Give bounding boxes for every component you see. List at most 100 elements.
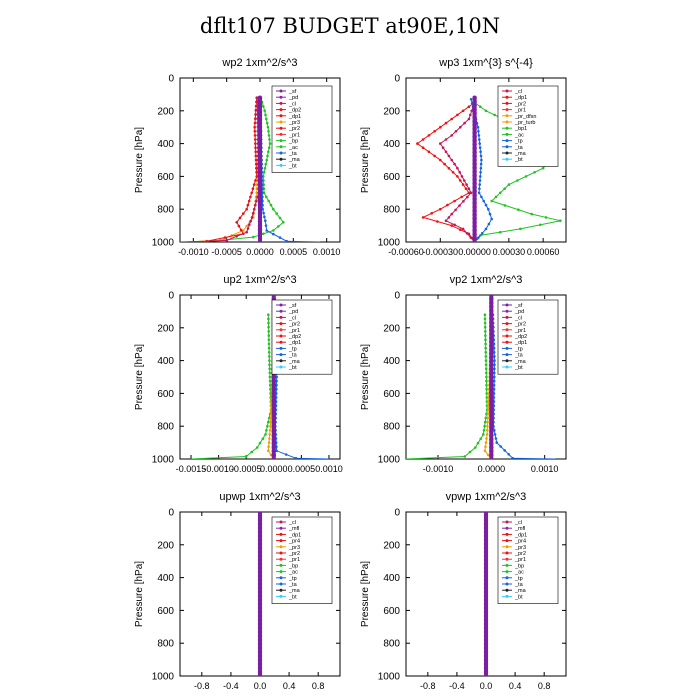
legend-entry: _cl xyxy=(288,101,296,107)
series-marker-ac xyxy=(484,227,488,231)
series-marker-pr1 xyxy=(463,455,467,458)
series-marker-pr1 xyxy=(268,367,272,371)
panel-title: vp2 1xm^2/s^3 xyxy=(450,274,523,286)
legend-entry: _pr1 xyxy=(514,328,526,334)
legend-entry: _mfl xyxy=(514,526,525,532)
x-tick-label: 0.0005 xyxy=(288,464,316,474)
series-line-cl xyxy=(193,97,260,242)
series-marker-bt xyxy=(472,134,477,139)
series-marker-bt xyxy=(483,577,489,583)
page-title: dflt107 BUDGET at90E,10N xyxy=(199,14,501,38)
series-marker-bt xyxy=(472,181,477,186)
series-marker-pr2 xyxy=(267,445,270,449)
legend-entry: _pr_turb xyxy=(514,120,536,126)
legend-swatch-marker xyxy=(505,346,509,350)
series-marker-pr3 xyxy=(245,224,248,228)
legend-entry: _bt xyxy=(514,157,523,163)
x-tick-label: 0.0010 xyxy=(313,247,341,257)
series-marker-pr2 xyxy=(484,445,487,449)
series-marker-bt xyxy=(257,116,263,122)
legend-entry: _dp2 xyxy=(288,334,301,340)
series-marker-bt xyxy=(257,223,263,228)
series-marker-ac xyxy=(264,219,267,222)
series-marker-pr2 xyxy=(443,162,446,166)
legend-entry: _cl xyxy=(288,520,296,526)
series-marker-pr1 xyxy=(275,212,279,215)
x-tick-label: 0.0 xyxy=(254,681,267,691)
legend-entry: _ta xyxy=(514,353,524,359)
series-marker-ac xyxy=(482,199,486,203)
series-marker-pr1 xyxy=(267,134,271,137)
series-marker-bt xyxy=(257,553,263,559)
chart-panel-4: vp2 1xm^2/s^3 Pressure [hPa] 0 200 400 600 800… xyxy=(360,274,567,474)
x-tick-label: 0.00000 xyxy=(458,247,491,257)
series-marker-bt xyxy=(257,198,263,204)
series-marker-bt xyxy=(472,122,477,128)
series-line-dp2 xyxy=(180,97,258,242)
series-marker-ac xyxy=(272,232,275,236)
series-marker-ac xyxy=(480,232,484,235)
series-line-pr1 xyxy=(406,314,488,459)
series-marker-bt xyxy=(472,111,477,116)
y-tick-label: 800 xyxy=(157,422,174,433)
legend-swatch-marker xyxy=(279,551,283,555)
series-marker-bt xyxy=(271,433,276,438)
legend-swatch-marker xyxy=(279,315,283,319)
y-tick-label: 0 xyxy=(168,291,174,302)
legend-swatch-marker xyxy=(505,520,509,524)
series-marker-pr3 xyxy=(242,229,245,232)
series-marker-bt xyxy=(257,207,263,212)
series-marker-bt xyxy=(257,161,263,167)
legend-swatch-marker xyxy=(505,359,509,363)
series-marker-bt xyxy=(257,194,263,200)
series-marker-pr1 xyxy=(484,351,488,354)
series-marker-pr1 xyxy=(267,338,271,342)
series-marker-pr1 xyxy=(267,130,270,133)
series-marker-pr2 xyxy=(427,134,431,137)
series-marker-dp1 xyxy=(467,187,471,190)
series-marker-ac xyxy=(477,134,481,137)
series-marker-bt xyxy=(472,142,477,147)
series-marker-bt xyxy=(271,386,276,391)
series-marker-pr2 xyxy=(446,203,449,207)
series-marker-dp2 xyxy=(254,162,258,166)
legend-entry: _pr1 xyxy=(288,328,300,334)
series-marker-bt xyxy=(257,521,263,527)
series-marker-bt xyxy=(257,99,263,105)
series-marker-bt xyxy=(489,449,494,454)
series-marker-dp1 xyxy=(454,130,458,133)
legend-entry: _ma xyxy=(514,359,527,365)
x-tick-label: 0.8 xyxy=(312,681,325,691)
legend-entry: _pr2 xyxy=(288,126,300,132)
series-marker-dp1 xyxy=(447,154,451,158)
chart-panel-1: wp2 1xm^2/s^3 Pressure [hPa] 0 200 400 600 800… xyxy=(134,57,341,257)
legend-entry: _pr1 xyxy=(514,557,526,563)
x-tick-label: 0.0005 xyxy=(280,247,308,257)
series-marker-pr1 xyxy=(265,158,269,162)
series-marker-cl xyxy=(249,219,252,223)
series-marker-bt xyxy=(483,657,489,663)
legend-swatch-marker xyxy=(279,95,283,99)
x-tick-label: -0.8 xyxy=(194,681,210,691)
series-marker-dp2 xyxy=(254,154,258,158)
series-line-pr1 xyxy=(190,314,272,459)
series-marker-bp1 xyxy=(519,227,522,231)
series-marker-bp1 xyxy=(533,171,536,174)
legend-swatch-marker xyxy=(279,539,283,543)
legend-entry: _pr_dfsn xyxy=(514,114,536,120)
chart-panel-3: up2 1xm^2/s^3 Pressure [hPa] 0 200 400 600 800… xyxy=(134,274,343,474)
series-marker-pr1 xyxy=(484,346,488,350)
series-marker-pr1 xyxy=(267,150,270,154)
series-marker-bt xyxy=(271,449,276,454)
series-marker-bt xyxy=(472,208,477,213)
x-tick-label: 0.0000 xyxy=(246,247,274,257)
series-marker-dp2 xyxy=(253,138,257,141)
legend-swatch-marker xyxy=(505,328,509,332)
series-marker-bt xyxy=(489,367,494,372)
legend-swatch-marker xyxy=(505,551,509,555)
series-marker-bt xyxy=(483,645,489,651)
series-marker-dp1 xyxy=(467,117,471,121)
series-marker-pr1 xyxy=(265,121,269,125)
series-marker-bt xyxy=(483,589,489,595)
series-marker-pr2 xyxy=(447,166,451,170)
